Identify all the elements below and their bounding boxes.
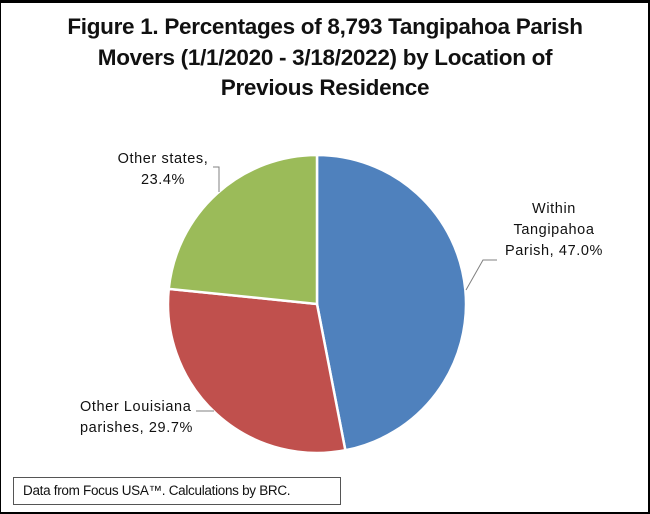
chart-title-line-2: Movers (1/1/2020 - 3/18/2022) by Locatio… [97,44,553,70]
data-label-other-louisiana: Other Louisiana parishes, 29.7% [80,399,193,436]
leader-line-other-states [213,166,220,192]
pie-slice-other-states [167,153,319,306]
chart-title-line-3: Previous Residence [220,75,430,100]
pie-slices [166,153,468,455]
chart-title-line-1: Figure 1. Percentages of 8,793 Tangipaho… [67,14,583,39]
chart-title: Figure 1. Percentages of 8,793 Tangipaho… [0,12,650,104]
pie-slice-within-tangipahoa [315,153,468,452]
data-label-other-states: Other states, 23.4% [117,151,209,188]
pie-slice-other-louisiana [166,287,347,455]
data-label-within-tangipahoa: Within Tangipahoa Parish, 47.0% [504,201,604,259]
source-note: Data from Focus USA™. Calculations by BR… [13,477,341,505]
leader-line-within [465,259,497,291]
